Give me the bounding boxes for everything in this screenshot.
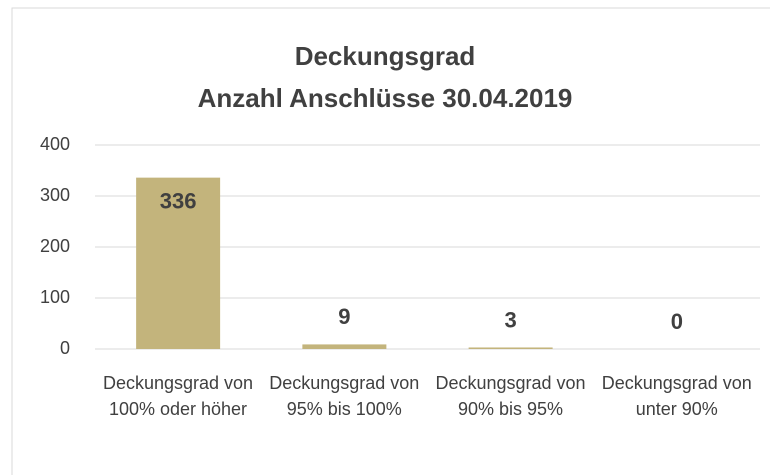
x-tick-label: Deckungsgrad von 90% bis 95%	[435, 373, 586, 419]
chart-title: Deckungsgrad	[295, 41, 476, 71]
data-label: 336	[160, 188, 197, 213]
bar	[468, 347, 553, 349]
bar	[302, 344, 387, 349]
data-label: 0	[671, 309, 683, 334]
chart-border	[11, 7, 770, 475]
data-label: 3	[505, 307, 517, 332]
x-tick-label: Deckungsgrad von 100% oder höher	[102, 373, 254, 419]
y-tick-label: 400	[40, 134, 70, 154]
y-tick-label: 200	[40, 236, 70, 256]
x-tick-label: Deckungsgrad von unter 90%	[601, 373, 752, 419]
data-label: 9	[338, 304, 350, 329]
x-tick-label: Deckungsgrad von 95% bis 100%	[269, 373, 420, 419]
y-tick-label: 300	[40, 185, 70, 205]
bar	[136, 177, 221, 349]
y-tick-label: 0	[60, 338, 70, 358]
y-tick-label: 100	[40, 287, 70, 307]
chart-subtitle: Anzahl Anschlüsse 30.04.2019	[198, 83, 573, 113]
